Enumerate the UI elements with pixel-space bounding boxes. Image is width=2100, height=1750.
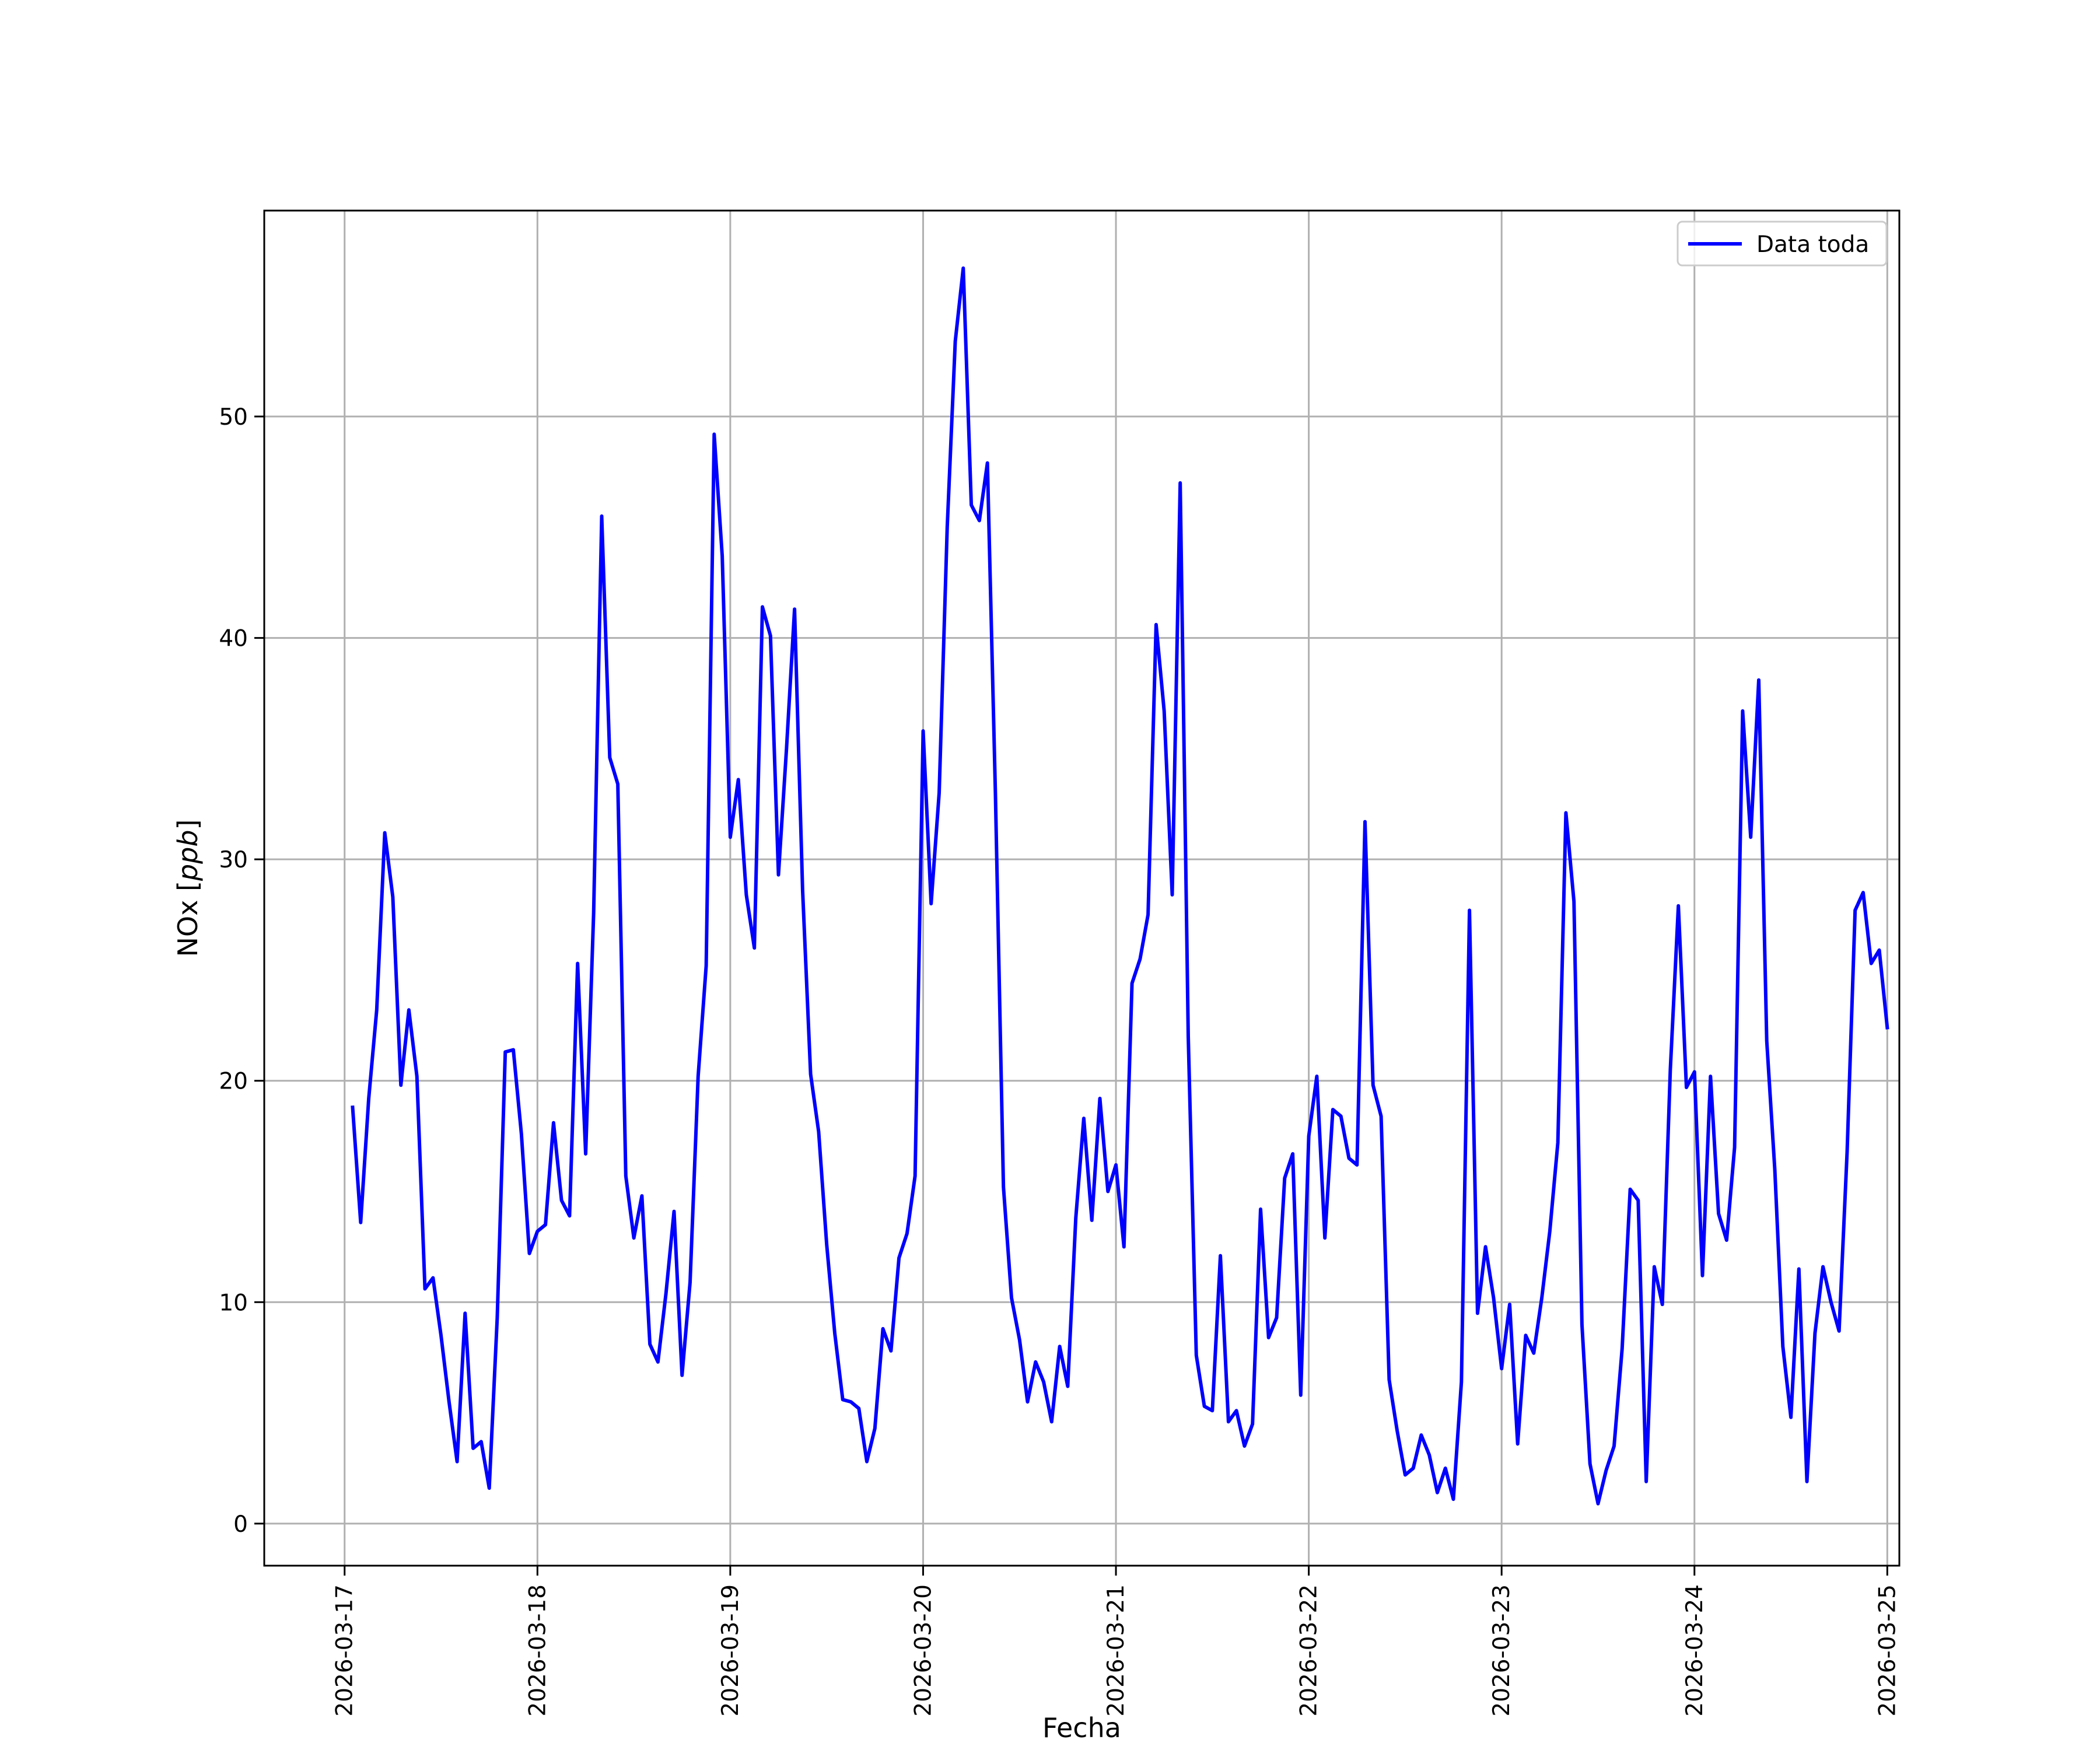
x-tick-label: 2026-03-21 bbox=[1103, 1584, 1129, 1717]
y-axis-label-text: NOx [ bbox=[172, 881, 204, 957]
axis-ticks: 2026-03-17 2026-03-18 2026-03-19 2026-03-20… bbox=[219, 404, 1901, 1717]
y-tick-label: 30 bbox=[219, 847, 248, 873]
y-axis-label-unit: ppb bbox=[172, 830, 204, 881]
y-tick-label: 40 bbox=[219, 626, 248, 652]
x-tick-label: 2026-03-25 bbox=[1874, 1584, 1901, 1717]
x-axis-label: Fecha bbox=[1042, 1712, 1121, 1744]
x-tick-label: 2026-03-23 bbox=[1489, 1584, 1515, 1717]
series-line-data-toda bbox=[351, 266, 1889, 1506]
x-tick-label: 2026-03-19 bbox=[718, 1584, 744, 1717]
plot-area-frame bbox=[263, 209, 1901, 1567]
y-axis-label: NOx [ppb] bbox=[172, 820, 204, 957]
grid-lines bbox=[264, 211, 1899, 1566]
legend-box bbox=[1676, 220, 1888, 267]
x-tick-label: 2026-03-24 bbox=[1682, 1584, 1708, 1717]
x-tick-label: 2026-03-18 bbox=[524, 1584, 551, 1717]
y-tick-label: 0 bbox=[233, 1511, 248, 1538]
x-tick-label: 2026-03-20 bbox=[910, 1584, 936, 1717]
x-tick-label: 2026-03-17 bbox=[332, 1584, 358, 1717]
y-axis-label-close: ] bbox=[172, 820, 204, 830]
y-tick-label: 20 bbox=[219, 1069, 248, 1095]
legend: Data toda bbox=[1676, 220, 1888, 267]
y-tick-label: 10 bbox=[219, 1290, 248, 1316]
legend-label-data-toda: Data toda bbox=[1756, 232, 1869, 258]
x-tick-label: 2026-03-22 bbox=[1296, 1584, 1322, 1717]
y-tick-label: 50 bbox=[219, 404, 248, 430]
